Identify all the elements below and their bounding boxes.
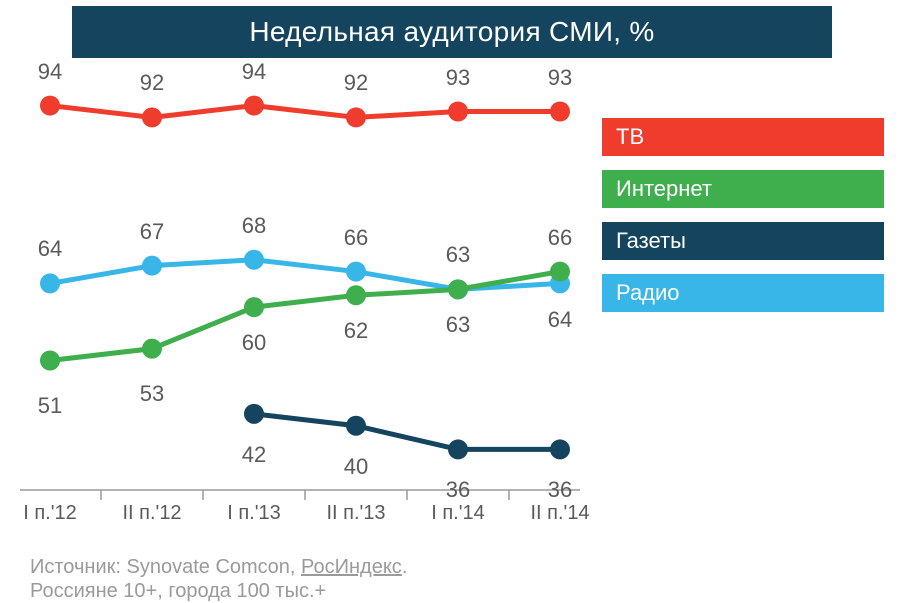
series-marker xyxy=(244,96,264,116)
data-label: 67 xyxy=(127,219,177,245)
data-label: 93 xyxy=(433,65,483,91)
source-prefix: Источник: Synovate Comcon, xyxy=(30,556,301,578)
legend-label: ТВ xyxy=(616,124,644,150)
series-marker xyxy=(346,416,366,436)
series-marker xyxy=(448,439,468,459)
series-marker xyxy=(244,297,264,317)
data-label: 42 xyxy=(229,442,279,468)
source-suffix: . xyxy=(402,556,408,578)
series-marker xyxy=(346,285,366,305)
data-label: 66 xyxy=(331,225,381,251)
title-bar: Недельная аудитория СМИ, % xyxy=(72,6,832,58)
data-label: 92 xyxy=(331,70,381,96)
data-label: 62 xyxy=(331,318,381,344)
data-label: 40 xyxy=(331,454,381,480)
legend-label: Интернет xyxy=(616,176,712,202)
series-marker xyxy=(244,250,264,270)
series-marker xyxy=(448,102,468,122)
series-line-3 xyxy=(254,414,560,450)
series-marker xyxy=(550,102,570,122)
chart-svg xyxy=(0,70,580,540)
chart-area: 9492949293936467686663645153606263664240… xyxy=(0,70,580,540)
series-line-0 xyxy=(50,106,560,118)
series-marker xyxy=(346,262,366,282)
data-label: 64 xyxy=(25,236,75,262)
data-label: 60 xyxy=(229,330,279,356)
data-label: 53 xyxy=(127,381,177,407)
series-marker xyxy=(244,404,264,424)
data-label: 68 xyxy=(229,213,279,239)
data-label: 36 xyxy=(535,477,585,503)
x-axis-label: II п.'14 xyxy=(520,502,600,525)
series-marker xyxy=(550,262,570,282)
data-label: 94 xyxy=(25,59,75,85)
series-marker xyxy=(40,351,60,371)
x-axis-label: I п.'13 xyxy=(214,502,294,525)
series-marker xyxy=(346,107,366,127)
legend: ТВ Интернет Газеты Радио xyxy=(602,118,884,326)
series-marker xyxy=(40,96,60,116)
data-label: 63 xyxy=(433,242,483,268)
legend-item-0: ТВ xyxy=(602,118,884,156)
data-label: 64 xyxy=(535,307,585,333)
x-axis-label: I п.'14 xyxy=(418,502,498,525)
x-axis-label: II п.'13 xyxy=(316,502,396,525)
series-marker xyxy=(40,273,60,293)
data-label: 63 xyxy=(433,312,483,338)
data-label: 51 xyxy=(25,393,75,419)
series-marker xyxy=(142,256,162,276)
series-marker xyxy=(142,339,162,359)
legend-item-3: Радио xyxy=(602,274,884,312)
series-marker xyxy=(142,107,162,127)
series-line-2 xyxy=(50,272,560,361)
series-marker xyxy=(448,279,468,299)
x-axis-label: I п.'12 xyxy=(10,502,90,525)
legend-item-2: Газеты xyxy=(602,222,884,260)
x-axis-label: II п.'12 xyxy=(112,502,192,525)
source-link[interactable]: РосИндекс xyxy=(301,556,402,578)
data-label: 66 xyxy=(535,225,585,251)
series-marker xyxy=(550,439,570,459)
chart-title: Недельная аудитория СМИ, % xyxy=(249,16,654,48)
source-text: Источник: Synovate Comcon, РосИндекс. Ро… xyxy=(30,555,407,603)
data-label: 92 xyxy=(127,70,177,96)
data-label: 36 xyxy=(433,477,483,503)
legend-label: Радио xyxy=(616,280,680,306)
data-label: 94 xyxy=(229,59,279,85)
legend-label: Газеты xyxy=(616,228,686,254)
source-line2: Россияне 10+, города 100 тыс.+ xyxy=(30,580,326,602)
legend-item-1: Интернет xyxy=(602,170,884,208)
data-label: 93 xyxy=(535,65,585,91)
